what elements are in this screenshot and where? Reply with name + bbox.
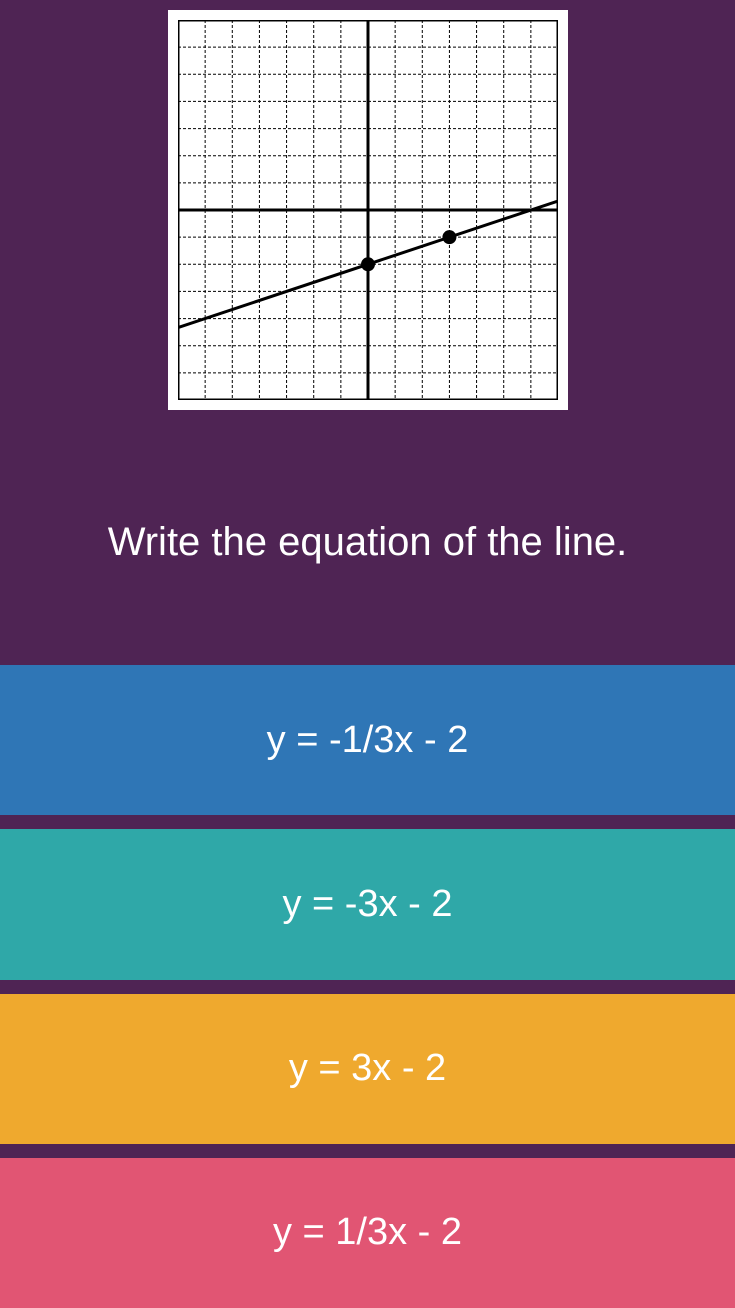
answer-option-c[interactable]: y = 3x - 2: [0, 980, 735, 1144]
coordinate-graph: [178, 20, 558, 400]
answer-label: y = -3x - 2: [283, 883, 453, 926]
answer-option-d[interactable]: y = 1/3x - 2: [0, 1144, 735, 1308]
graph-frame: [168, 10, 568, 410]
answer-option-b[interactable]: y = -3x - 2: [0, 815, 735, 979]
graph-container: [0, 0, 735, 410]
answer-list: y = -1/3x - 2 y = -3x - 2 y = 3x - 2 y =…: [0, 665, 735, 1308]
answer-option-a[interactable]: y = -1/3x - 2: [0, 665, 735, 815]
answer-label: y = -1/3x - 2: [267, 719, 469, 762]
answer-label: y = 1/3x - 2: [273, 1211, 462, 1254]
answer-label: y = 3x - 2: [289, 1047, 446, 1090]
question-text: Write the equation of the line.: [0, 410, 735, 665]
